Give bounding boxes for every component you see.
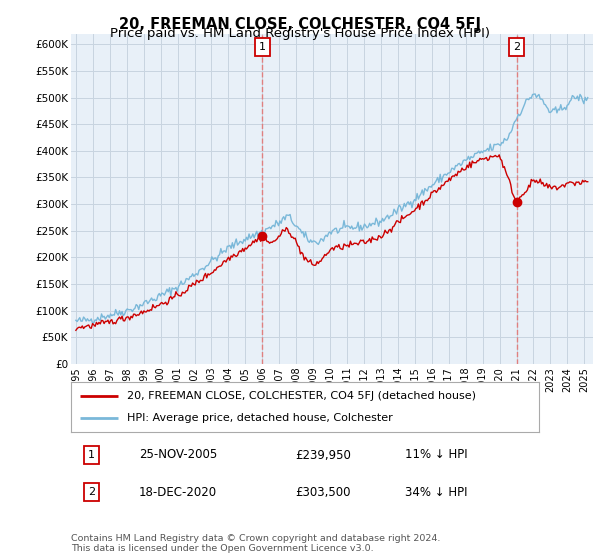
Text: £303,500: £303,500: [295, 486, 351, 498]
Text: 1: 1: [88, 450, 95, 460]
Text: 20, FREEMAN CLOSE, COLCHESTER, CO4 5FJ: 20, FREEMAN CLOSE, COLCHESTER, CO4 5FJ: [119, 17, 481, 32]
Text: 1: 1: [259, 42, 266, 52]
Text: HPI: Average price, detached house, Colchester: HPI: Average price, detached house, Colc…: [127, 413, 393, 423]
Text: 11% ↓ HPI: 11% ↓ HPI: [405, 449, 467, 461]
Text: Contains HM Land Registry data © Crown copyright and database right 2024.
This d: Contains HM Land Registry data © Crown c…: [71, 534, 440, 553]
Text: 18-DEC-2020: 18-DEC-2020: [139, 486, 217, 498]
Text: 25-NOV-2005: 25-NOV-2005: [139, 449, 217, 461]
Text: 2: 2: [88, 487, 95, 497]
Text: 2: 2: [513, 42, 520, 52]
Text: £239,950: £239,950: [295, 449, 351, 461]
Text: 20, FREEMAN CLOSE, COLCHESTER, CO4 5FJ (detached house): 20, FREEMAN CLOSE, COLCHESTER, CO4 5FJ (…: [127, 390, 476, 400]
Text: 34% ↓ HPI: 34% ↓ HPI: [405, 486, 467, 498]
Text: Price paid vs. HM Land Registry's House Price Index (HPI): Price paid vs. HM Land Registry's House …: [110, 27, 490, 40]
